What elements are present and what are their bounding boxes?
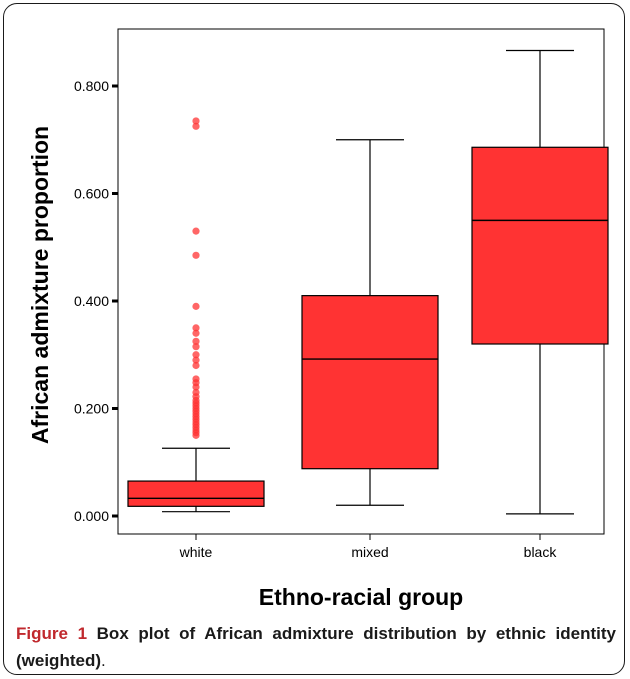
- outlier-point: [192, 351, 200, 359]
- caption-label: Figure 1: [16, 624, 88, 643]
- outlier-point: [192, 251, 200, 259]
- figure-caption: Figure 1 Box plot of African admixture d…: [16, 620, 616, 674]
- whiskers: [162, 49, 574, 515]
- outlier-point: [192, 388, 200, 396]
- outliers: [192, 117, 200, 439]
- y-tick-label: 0.800: [74, 78, 109, 94]
- x-axis-label: Ethno-racial group: [259, 584, 463, 610]
- outlier-point: [192, 117, 200, 125]
- y-axis-label: African admixture proportion: [27, 126, 53, 444]
- y-tick-label: 0.600: [74, 186, 109, 202]
- outlier-point: [192, 337, 200, 345]
- x-tick-label: black: [524, 544, 558, 560]
- y-tick-label: 0.000: [74, 508, 109, 524]
- caption-tail: .: [101, 651, 106, 670]
- outlier-point: [192, 329, 200, 337]
- caption-title: Box plot of African admixture distributi…: [16, 624, 616, 670]
- outlier-point: [192, 227, 200, 235]
- x-axis: white mixed black: [179, 534, 558, 560]
- y-tick-label: 0.400: [74, 293, 109, 309]
- x-tick-label: mixed: [351, 544, 388, 560]
- outlier-point: [192, 361, 200, 370]
- y-tick-label: 0.200: [74, 401, 109, 417]
- boxes: [127, 146, 609, 507]
- outlier-point: [192, 375, 200, 383]
- outlier-point: [192, 324, 200, 332]
- outlier-point: [192, 302, 200, 310]
- x-tick-label: white: [179, 544, 213, 560]
- box-mixed: [301, 295, 439, 470]
- box-black: [471, 146, 609, 345]
- outlier-point: [192, 343, 200, 351]
- y-axis: 0.000 0.200 0.400 0.600 0.800: [74, 78, 118, 524]
- box-plot-chart: 0.000 0.200 0.400 0.600 0.800 white mixed blac…: [27, 28, 609, 610]
- box-white: [127, 480, 265, 507]
- outlier-point: [192, 356, 200, 364]
- outlier-point: [192, 122, 200, 130]
